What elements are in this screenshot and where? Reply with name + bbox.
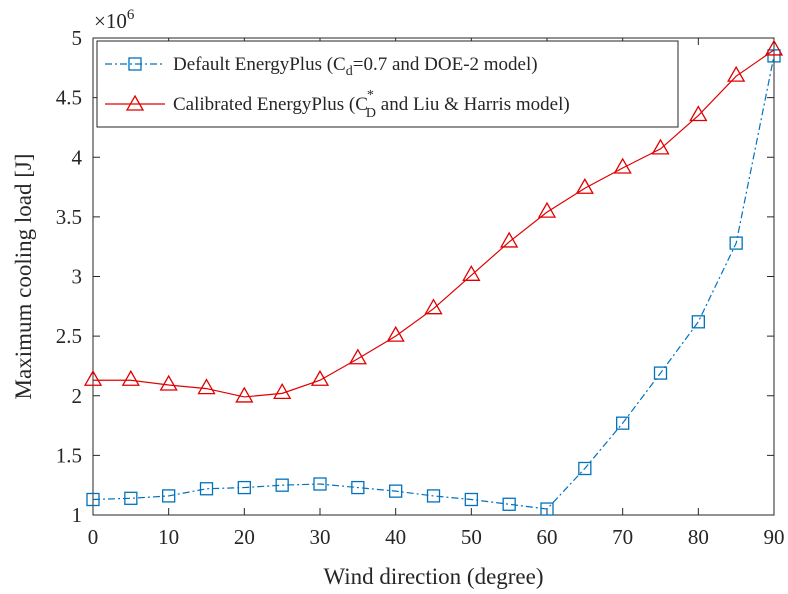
y-axis-ticks: 1 1.5 2 2.5 3 3.5 4 4.5 5	[56, 26, 774, 527]
y-multiplier-exponent: 6	[127, 7, 135, 23]
y-tick-label: 4	[72, 145, 83, 169]
data-point-triangle	[689, 105, 708, 122]
series-line	[93, 49, 775, 398]
data-point-triangle	[348, 348, 367, 365]
x-tick-label: 90	[764, 525, 785, 549]
y-tick-label: 5	[72, 26, 83, 50]
data-point-square	[691, 315, 705, 329]
legend-default-prefix: Default EnergyPlus (C	[173, 54, 346, 75]
legend-marker-triangle	[125, 94, 145, 111]
data-point-triangle	[764, 39, 784, 56]
x-tick-label: 80	[688, 525, 709, 549]
data-point-triangle	[424, 298, 443, 315]
data-point-triangle	[386, 325, 405, 342]
data-point-triangle	[500, 231, 519, 248]
legend-box	[96, 40, 679, 128]
data-point-triangle	[613, 157, 632, 174]
data-point-square	[653, 366, 668, 380]
legend-entry-calibrated: Calibrated EnergyPlus (C* D and Liu & Har…	[105, 88, 570, 121]
data-point-square	[86, 492, 100, 507]
x-tick-label: 20	[234, 525, 255, 549]
legend-label-default: Default EnergyPlus (Cd=0.7 and DOE-2 mod…	[173, 54, 538, 79]
data-point-triangle	[462, 264, 481, 281]
data-point-square	[464, 492, 478, 507]
data-point-square	[351, 480, 365, 495]
data-point-triangle	[273, 383, 292, 400]
data-point-square	[578, 461, 592, 476]
series-default-energyplus	[86, 49, 781, 516]
legend-default-suffix: =0.7 and DOE-2 model)	[353, 54, 538, 75]
y-tick-label: 1.5	[56, 443, 82, 467]
legend-label-calibrated: Calibrated EnergyPlus (C* D and Liu & Har…	[173, 88, 570, 121]
y-multiplier-base: ×10	[94, 9, 127, 33]
data-point-triangle	[537, 201, 557, 218]
data-point-square	[237, 480, 251, 495]
data-point-triangle	[235, 386, 254, 403]
data-point-triangle	[651, 138, 670, 155]
data-point-square	[540, 502, 554, 516]
x-axis-label: Wind direction (degree)	[323, 564, 543, 589]
data-point-square	[313, 477, 327, 491]
series-calibrated-energyplus	[83, 39, 784, 403]
y-tick-label: 1	[72, 503, 83, 527]
x-tick-label: 40	[385, 525, 406, 549]
data-point-square	[767, 49, 781, 63]
data-point-square	[124, 491, 138, 505]
x-tick-label: 70	[612, 525, 633, 549]
data-point-square	[275, 478, 289, 492]
legend-calibrated-superscript: *	[367, 88, 374, 103]
data-point-square	[616, 416, 630, 430]
series-line	[92, 55, 775, 510]
y-multiplier-label: ×106	[94, 7, 135, 33]
data-point-square	[199, 482, 214, 496]
y-tick-label: 3.5	[56, 205, 82, 229]
data-point-triangle	[159, 374, 178, 391]
y-tick-label: 3	[72, 265, 83, 289]
data-point-square	[426, 489, 441, 503]
y-tick-label: 4.5	[56, 86, 82, 110]
data-point-triangle	[727, 65, 746, 82]
data-point-triangle	[197, 378, 216, 395]
data-point-triangle	[310, 369, 330, 386]
x-tick-label: 0	[88, 525, 99, 549]
x-tick-label: 60	[537, 525, 558, 549]
data-point-triangle	[83, 369, 103, 386]
data-point-square	[389, 484, 403, 498]
y-axis-label: Maximum cooling load [J]	[11, 154, 36, 400]
series-layer	[83, 39, 784, 516]
x-tick-label: 50	[461, 525, 482, 549]
legend-marker-square	[128, 57, 142, 71]
data-point-square	[502, 497, 516, 511]
data-point-square	[729, 236, 743, 250]
x-tick-label: 30	[310, 525, 331, 549]
y-tick-label: 2.5	[56, 324, 82, 348]
data-point-triangle	[121, 369, 140, 386]
legend-entry-default: Default EnergyPlus (Cd=0.7 and DOE-2 mod…	[105, 54, 538, 79]
data-point-square	[162, 489, 176, 503]
legend-calibrated-subscript: D	[366, 106, 376, 121]
data-point-triangle	[575, 177, 594, 194]
x-tick-label: 10	[158, 525, 179, 549]
legend-calibrated-prefix: Calibrated EnergyPlus (C	[173, 94, 368, 115]
legend-default-subscript: d	[346, 64, 353, 79]
legend: Default EnergyPlus (Cd=0.7 and DOE-2 mod…	[96, 40, 679, 128]
legend-calibrated-suffix: and Liu & Harris model)	[376, 94, 570, 115]
y-tick-label: 2	[72, 384, 83, 408]
